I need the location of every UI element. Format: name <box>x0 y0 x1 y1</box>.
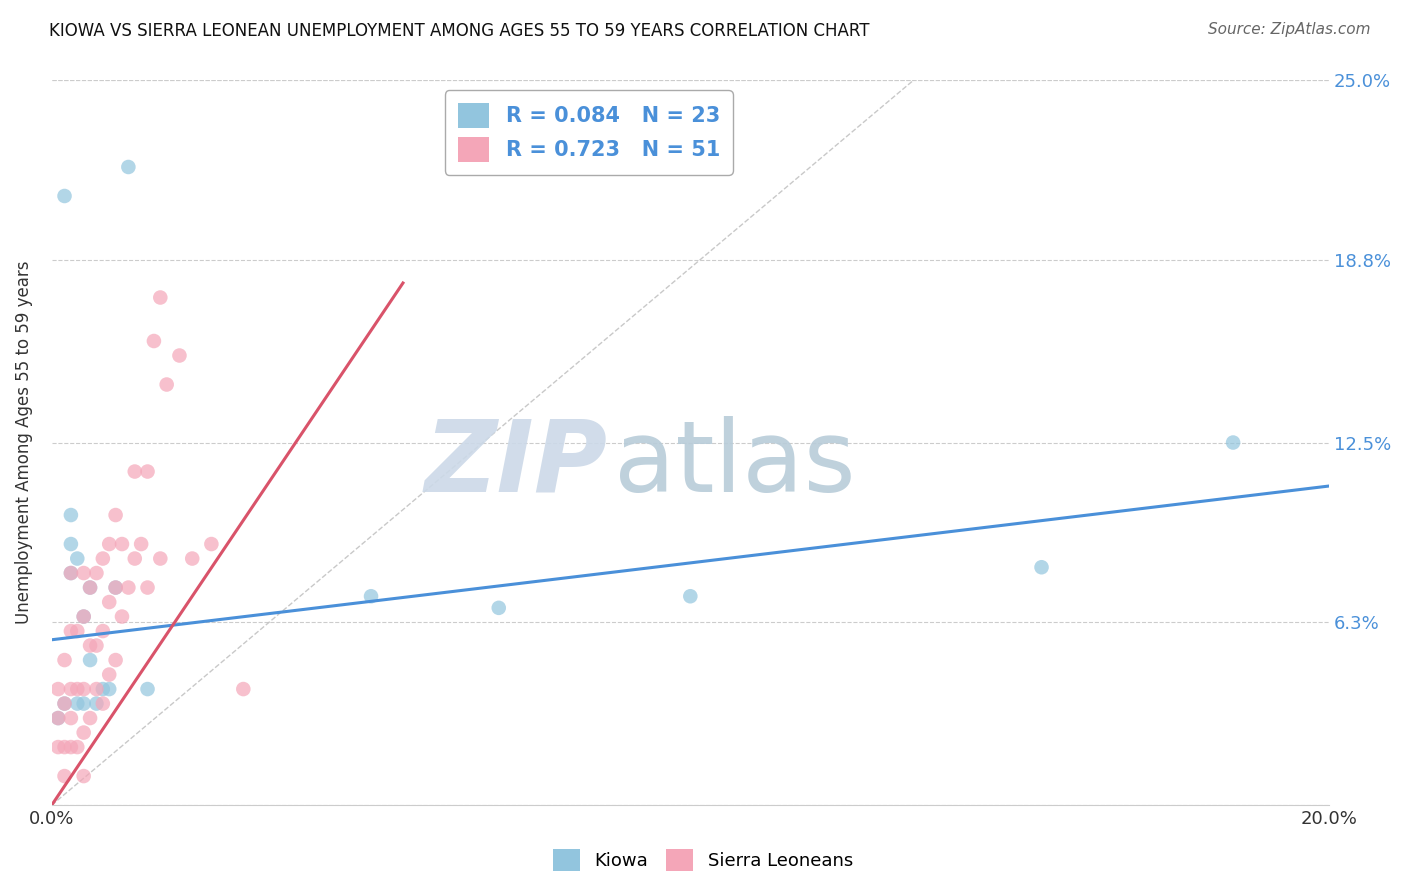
Point <box>86 681 108 696</box>
Point <box>1222 435 1244 450</box>
Point <box>79 711 101 725</box>
Point <box>46 681 69 696</box>
Point <box>117 160 139 174</box>
Point <box>66 697 89 711</box>
Point <box>66 551 89 566</box>
Point <box>59 508 82 522</box>
Point <box>181 551 204 566</box>
Point <box>124 551 146 566</box>
Point <box>79 639 101 653</box>
Point <box>136 681 159 696</box>
Point <box>104 581 127 595</box>
Point <box>53 769 76 783</box>
Point <box>53 697 76 711</box>
Text: KIOWA VS SIERRA LEONEAN UNEMPLOYMENT AMONG AGES 55 TO 59 YEARS CORRELATION CHART: KIOWA VS SIERRA LEONEAN UNEMPLOYMENT AMO… <box>49 22 870 40</box>
Point <box>46 711 69 725</box>
Point <box>111 537 134 551</box>
Point <box>73 769 96 783</box>
Point <box>149 291 172 305</box>
Point <box>59 566 82 580</box>
Point <box>59 711 82 725</box>
Point <box>142 334 165 348</box>
Point <box>91 624 114 638</box>
Point <box>86 697 108 711</box>
Point <box>59 537 82 551</box>
Point <box>1031 560 1053 574</box>
Point <box>129 537 152 551</box>
Point <box>73 725 96 739</box>
Y-axis label: Unemployment Among Ages 55 to 59 years: Unemployment Among Ages 55 to 59 years <box>15 260 32 624</box>
Point <box>104 653 127 667</box>
Point <box>91 697 114 711</box>
Point <box>59 566 82 580</box>
Point <box>488 600 510 615</box>
Point <box>232 681 254 696</box>
Point <box>86 566 108 580</box>
Point <box>124 465 146 479</box>
Point <box>136 465 159 479</box>
Point <box>59 740 82 755</box>
Point <box>66 681 89 696</box>
Point <box>149 551 172 566</box>
Point <box>66 740 89 755</box>
Point <box>46 740 69 755</box>
Point <box>59 681 82 696</box>
Text: ZIP: ZIP <box>425 416 607 513</box>
Point <box>104 508 127 522</box>
Point <box>79 581 101 595</box>
Point <box>98 537 121 551</box>
Point <box>117 581 139 595</box>
Point <box>136 581 159 595</box>
Point <box>53 189 76 203</box>
Point <box>73 566 96 580</box>
Point <box>79 653 101 667</box>
Point <box>46 711 69 725</box>
Point <box>86 639 108 653</box>
Point <box>66 624 89 638</box>
Point <box>679 589 702 603</box>
Point <box>98 595 121 609</box>
Point <box>73 681 96 696</box>
Point <box>73 609 96 624</box>
Point <box>59 624 82 638</box>
Point <box>73 609 96 624</box>
Point <box>200 537 222 551</box>
Text: atlas: atlas <box>613 416 855 513</box>
Point <box>53 697 76 711</box>
Point <box>79 581 101 595</box>
Point <box>111 609 134 624</box>
Point <box>360 589 382 603</box>
Point <box>169 349 191 363</box>
Point <box>53 740 76 755</box>
Point <box>98 681 121 696</box>
Point <box>91 681 114 696</box>
Legend: Kiowa, Sierra Leoneans: Kiowa, Sierra Leoneans <box>546 842 860 879</box>
Point <box>53 653 76 667</box>
Point <box>156 377 179 392</box>
Legend: R = 0.084   N = 23, R = 0.723   N = 51: R = 0.084 N = 23, R = 0.723 N = 51 <box>446 90 733 175</box>
Point <box>73 697 96 711</box>
Point <box>91 551 114 566</box>
Point <box>104 581 127 595</box>
Text: Source: ZipAtlas.com: Source: ZipAtlas.com <box>1208 22 1371 37</box>
Point <box>98 667 121 681</box>
